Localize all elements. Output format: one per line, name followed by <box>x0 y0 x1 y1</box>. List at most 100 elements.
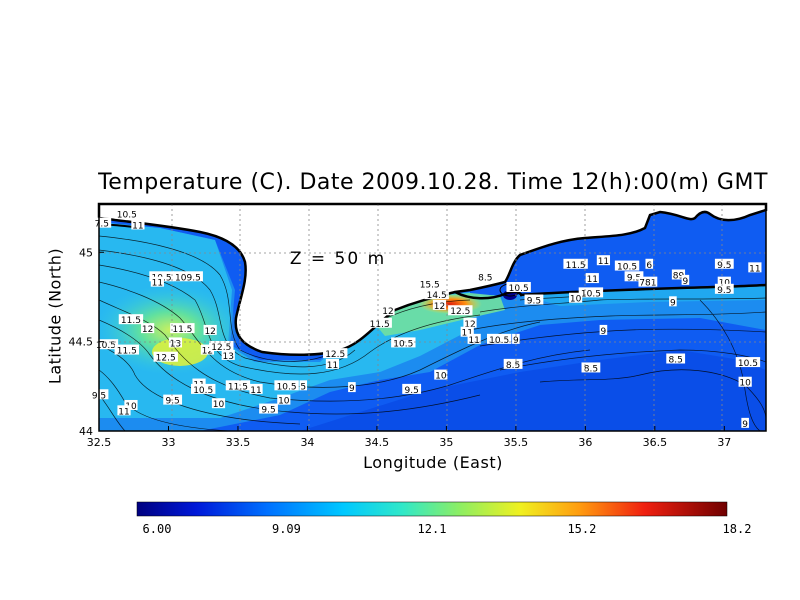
contour-label: 6 <box>646 261 652 271</box>
contour-label-box <box>585 273 599 284</box>
contour-label-box <box>391 337 416 348</box>
contour-label: 12 <box>142 325 153 335</box>
contour-label-box <box>563 258 588 269</box>
contour-label: 89 <box>673 271 685 281</box>
contour-label-box <box>274 380 299 391</box>
contour-label: 9 <box>670 298 676 308</box>
contour-label-box <box>581 362 601 373</box>
contour-label: 10.5 <box>738 359 758 369</box>
contour-label-box <box>424 289 449 300</box>
contour-label: 11 <box>250 386 261 396</box>
contour-label-box <box>124 399 138 410</box>
depth-annotation: Z = 50 m <box>290 249 386 269</box>
contour-label-box <box>323 348 348 359</box>
contour-label: 15.5 <box>420 280 440 290</box>
contour-label-box <box>277 394 291 405</box>
contour-lines <box>99 235 766 431</box>
contour-label-box <box>153 351 178 362</box>
contour-label: 11.5 <box>370 320 390 330</box>
contour-label-box <box>681 274 690 285</box>
contour-label-box <box>645 258 654 269</box>
contour-label-box <box>638 276 658 287</box>
contour-label: 781 <box>639 279 656 289</box>
x-tick-label: 32.5 <box>87 436 112 449</box>
contour-label-box <box>714 258 734 269</box>
contour-label: 9.5 <box>717 286 731 296</box>
contour-label-box <box>92 217 112 228</box>
contour-label: 11 <box>327 361 338 371</box>
contour-labels: 10.57.51110.511109.511.51211.51210.511.5… <box>89 208 762 430</box>
contour-label: 8.5 <box>669 356 683 366</box>
contour-label-box <box>614 260 640 271</box>
y-tick-label: 44.5 <box>69 336 94 349</box>
contour-label-box <box>149 271 174 282</box>
contour-label: 109.5 <box>175 273 201 283</box>
contour-label: 8.5 <box>478 273 492 283</box>
x-tick-label: 34 <box>300 436 314 449</box>
contour-label-box <box>150 276 164 287</box>
contour-label-box <box>666 353 686 364</box>
contour-label: 11 <box>132 221 143 231</box>
contour-label-box <box>671 269 686 280</box>
contour-label-box <box>578 287 604 298</box>
contour-label: 9.5 <box>627 273 641 283</box>
contour-label-box <box>172 271 203 282</box>
contour-label-box <box>325 358 340 369</box>
contour-label-box <box>118 314 144 325</box>
contour-label-box <box>741 417 749 428</box>
contour-label-box <box>93 339 119 350</box>
contour-label: 12 <box>204 327 215 337</box>
contour-label: 11.5 <box>172 325 192 335</box>
x-tick-label: 36.5 <box>643 436 668 449</box>
contour-label-box <box>434 369 448 380</box>
contour-label-box <box>203 324 217 335</box>
contour-label: 9.5 <box>404 386 418 396</box>
x-tick-label: 36 <box>578 436 592 449</box>
caucasus-coast <box>519 283 767 297</box>
x-tick-label: 35.5 <box>504 436 529 449</box>
contour-label: 9.5 <box>261 406 275 416</box>
contour-label: 10.5 <box>117 211 137 221</box>
contour-label: 10.5 <box>489 336 509 346</box>
contour-label-box <box>417 278 442 289</box>
contour-label-box <box>717 276 731 287</box>
contour-label-box <box>402 383 422 394</box>
contour-label-box <box>348 382 356 393</box>
contour-label-box <box>467 333 481 344</box>
contour-label-box <box>141 323 155 334</box>
contour-label: 9 <box>683 277 689 287</box>
contour-label-box <box>225 380 251 391</box>
axis-ticks: 32.5 33 33.5 34 34.5 35 35.5 36 36.5 37 44 44.5 45 <box>69 246 732 449</box>
x-tick-label: 37 <box>717 436 731 449</box>
contour-label: 12 <box>382 307 393 317</box>
colorbar-tick-label: 12.1 <box>418 522 447 536</box>
contour-label: 10.5 <box>617 263 637 273</box>
contour-label: 11 <box>118 407 129 417</box>
contour-label: 9.5 <box>165 397 179 407</box>
contour-label: 11.5 <box>228 382 248 392</box>
x-tick-label: 33 <box>161 436 175 449</box>
contour-label: 5 <box>300 382 306 392</box>
contour-label-box <box>117 405 131 416</box>
contour-label-box <box>596 255 611 266</box>
contour-label-box <box>381 305 395 316</box>
contour-label: 12.5 <box>156 354 176 364</box>
contour-label-box <box>512 333 520 344</box>
contour-label: 14.5 <box>427 291 447 301</box>
contour-label: 10 <box>570 295 582 305</box>
contour-label: 10 <box>125 402 137 412</box>
contour-label-box <box>211 398 226 409</box>
colorbar-ramp <box>136 501 728 517</box>
x-tick-label: 34.5 <box>365 436 390 449</box>
contour-label: 11.5 <box>121 316 141 326</box>
contour-label-box <box>738 376 752 387</box>
contour-label: 9 <box>601 327 607 337</box>
contour-label-box <box>463 317 477 328</box>
contour-label-box <box>669 296 677 307</box>
contour-label: 12 <box>434 302 445 312</box>
contour-label-box <box>170 323 195 334</box>
contour-label: 10.5 <box>193 386 213 396</box>
contour-label: 12.5 <box>325 350 345 360</box>
x-tick-label: 33.5 <box>226 436 251 449</box>
